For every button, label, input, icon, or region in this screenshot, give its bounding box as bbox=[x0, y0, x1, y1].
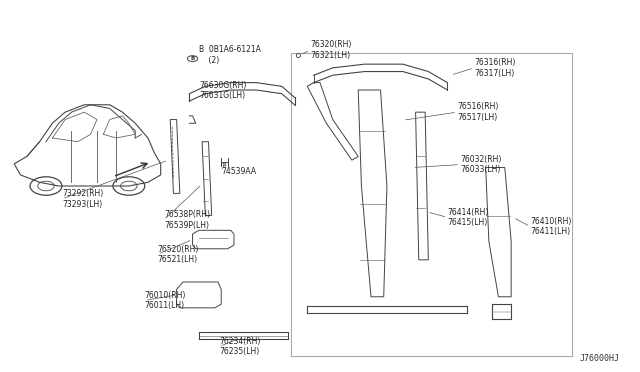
Text: 76010(RH)
76011(LH): 76010(RH) 76011(LH) bbox=[145, 291, 186, 310]
Text: 76410(RH)
76411(LH): 76410(RH) 76411(LH) bbox=[531, 217, 572, 236]
Text: 76316(RH)
76317(LH): 76316(RH) 76317(LH) bbox=[474, 58, 516, 77]
Text: 76032(RH)
76033(LH): 76032(RH) 76033(LH) bbox=[460, 155, 502, 174]
Text: 76516(RH)
76517(LH): 76516(RH) 76517(LH) bbox=[457, 102, 499, 122]
Text: J76000HJ: J76000HJ bbox=[579, 354, 620, 363]
Text: 76520(RH)
76521(LH): 76520(RH) 76521(LH) bbox=[157, 245, 199, 264]
Text: 76320(RH)
76321(LH): 76320(RH) 76321(LH) bbox=[310, 41, 352, 60]
Text: B: B bbox=[191, 56, 195, 61]
Text: B  0B1A6-6121A
    (2): B 0B1A6-6121A (2) bbox=[199, 45, 261, 65]
Text: 73292(RH)
73293(LH): 73292(RH) 73293(LH) bbox=[62, 189, 103, 209]
Bar bbox=[291, 53, 572, 356]
Text: 76630G(RH)
76631G(LH): 76630G(RH) 76631G(LH) bbox=[199, 81, 246, 100]
Text: 76234(RH)
76235(LH): 76234(RH) 76235(LH) bbox=[220, 337, 260, 356]
Text: 74539AA: 74539AA bbox=[221, 167, 257, 176]
Text: 76414(RH)
76415(LH): 76414(RH) 76415(LH) bbox=[447, 208, 489, 227]
Text: 76538P(RH)
76539P(LH): 76538P(RH) 76539P(LH) bbox=[164, 210, 210, 230]
